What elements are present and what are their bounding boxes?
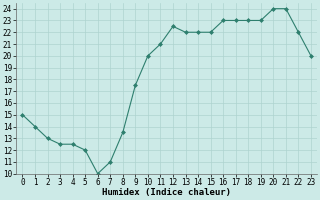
X-axis label: Humidex (Indice chaleur): Humidex (Indice chaleur): [102, 188, 231, 197]
